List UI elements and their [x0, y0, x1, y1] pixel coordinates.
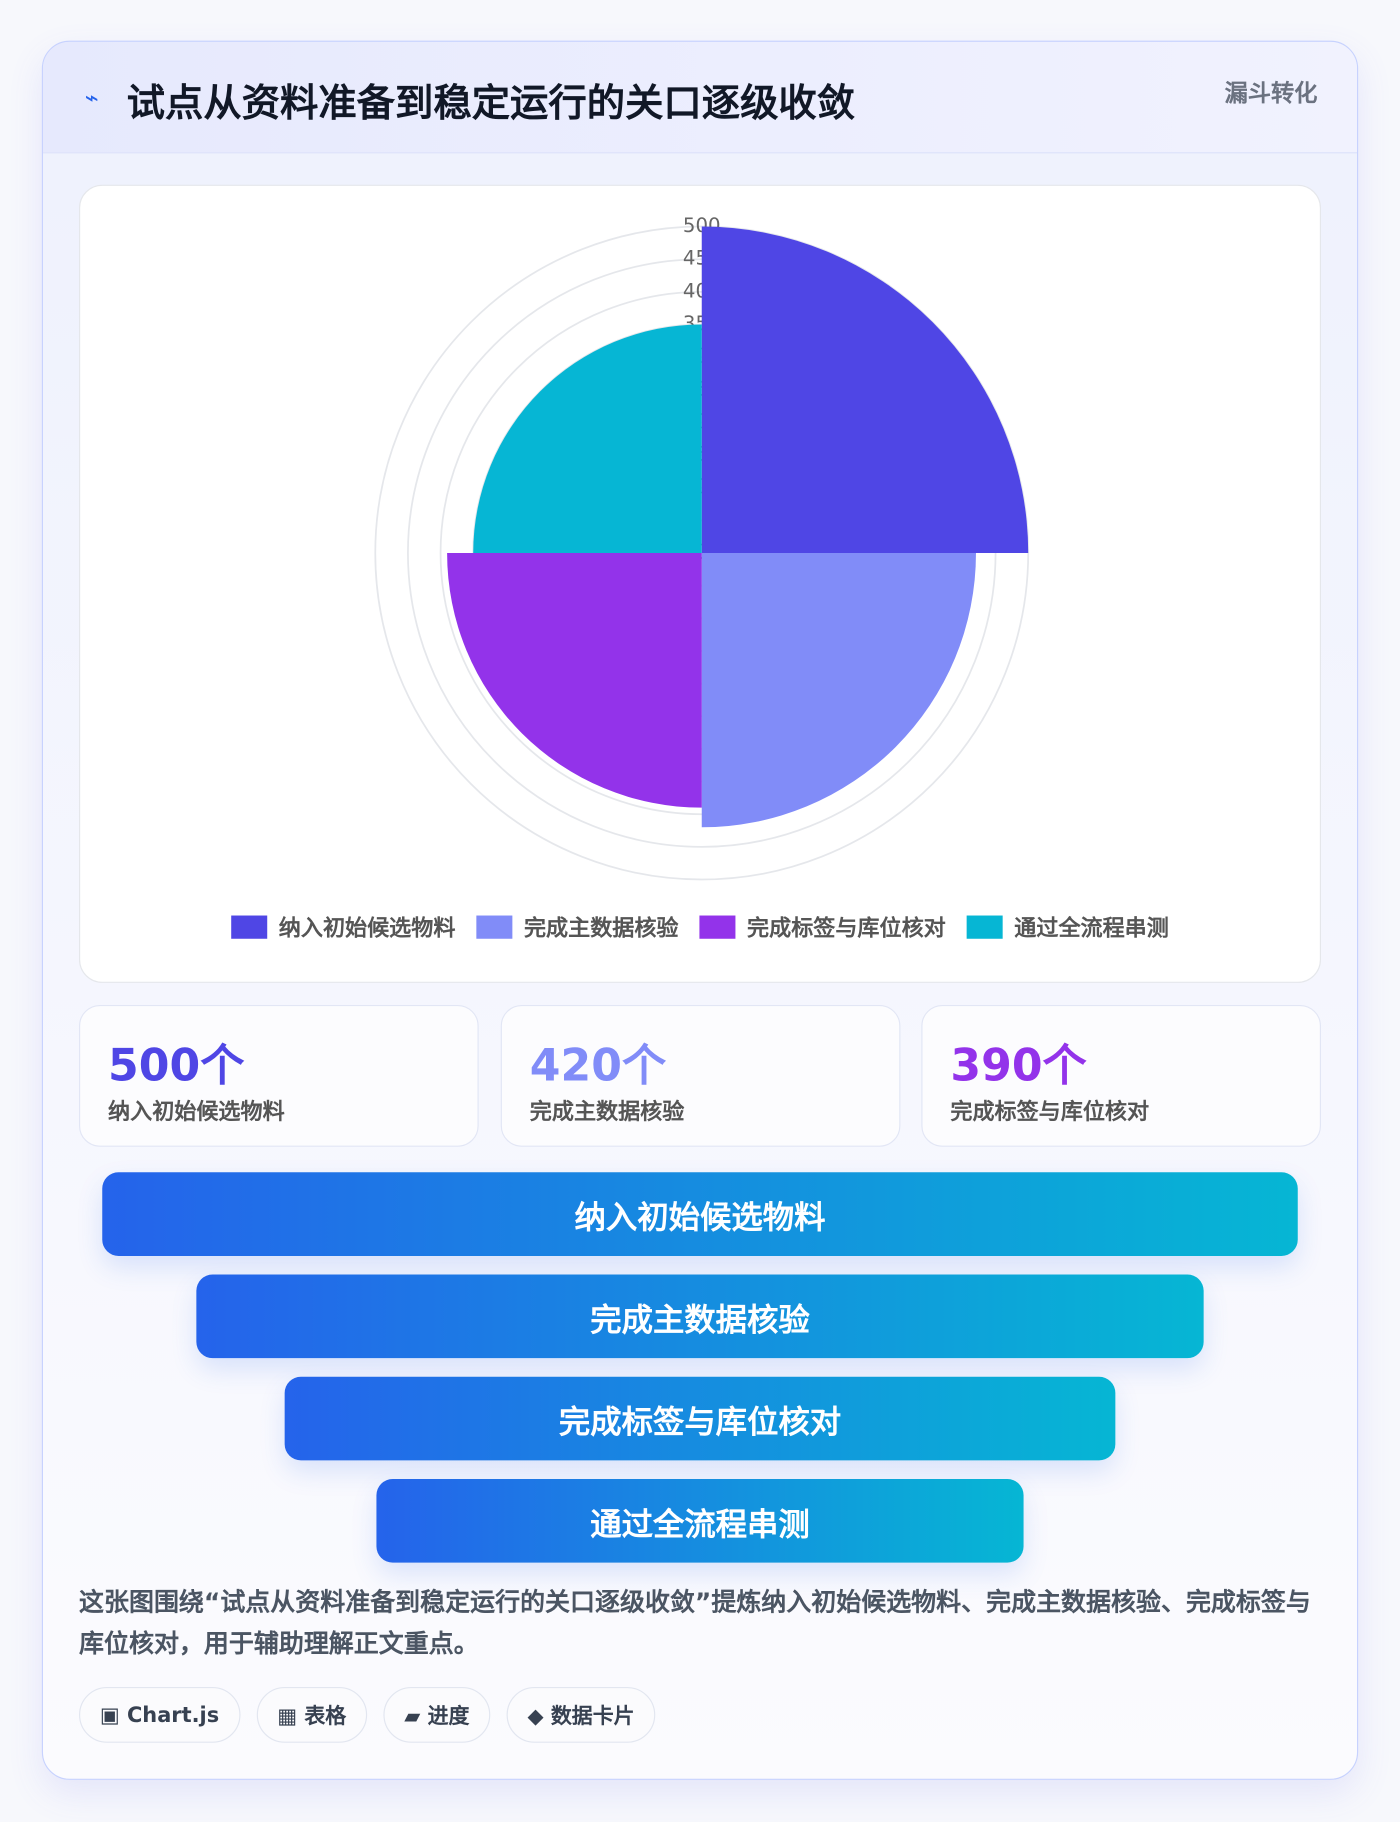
legend-label: 通过全流程串测 — [1014, 915, 1169, 942]
chart-panel: 050100150200250300350400450500 纳入初始候选物料 完… — [79, 184, 1322, 983]
polar-slice — [701, 226, 1029, 554]
legend-swatch — [699, 914, 736, 939]
stat-value: 500个 — [108, 1039, 245, 1091]
legend-label: 完成主数据核验 — [523, 915, 679, 942]
card-header: ⌁ 试点从资料准备到稳定运行的关口逐级收敛 漏斗转化 — [42, 41, 1358, 154]
stat-card: 390个完成标签与库位核对 — [921, 1004, 1322, 1147]
stat-label: 完成主数据核验 — [529, 1099, 685, 1125]
tag: ▰ 进度 — [383, 1686, 491, 1743]
legend-label: 完成标签与库位核对 — [747, 915, 946, 942]
stat-label: 完成标签与库位核对 — [950, 1099, 1150, 1125]
legend-swatch — [231, 914, 268, 939]
tag: ▣ Chart.js — [79, 1686, 241, 1743]
card-title: 试点从资料准备到稳定运行的关口逐级收敛 — [126, 80, 856, 126]
legend-item: 完成主数据核验 — [476, 911, 679, 942]
chart: 050100150200250300350400450500 — [374, 214, 1030, 881]
funnel-stage: 纳入初始候选物料 — [102, 1172, 1298, 1256]
funnel-stage: 完成标签与库位核对 — [284, 1376, 1116, 1461]
legend-item: 纳入初始候选物料 — [231, 911, 455, 942]
legend-item: 通过全流程串测 — [966, 911, 1169, 942]
legend-label: 纳入初始候选物料 — [278, 915, 456, 942]
legend-swatch — [966, 914, 1003, 939]
polar-slice — [447, 553, 702, 808]
legend-swatch — [476, 914, 513, 939]
description: 这张图围绕“试点从资料准备到稳定运行的关口逐级收敛”提炼纳入初始候选物料、完成主… — [79, 1588, 1311, 1660]
stat-value: 390个 — [950, 1039, 1087, 1091]
stat-card: 500个纳入初始候选物料 — [79, 1004, 479, 1147]
legend: 纳入初始候选物料 完成主数据核验 完成标签与库位核对 通过全流程串测 — [80, 911, 1320, 942]
stat-value: 420个 — [529, 1039, 667, 1091]
funnel-stage: 完成主数据核验 — [196, 1274, 1204, 1359]
tag: ▦ 表格 — [256, 1686, 368, 1743]
stat-card: 420个完成主数据核验 — [500, 1004, 901, 1147]
polar-slice — [701, 553, 976, 828]
stat-label: 纳入初始候选物料 — [108, 1099, 285, 1125]
header-icon: ⌁ — [84, 83, 99, 112]
polar-slice — [473, 324, 702, 554]
badge: 漏斗转化 — [1224, 79, 1318, 107]
tags: ▣ Chart.js ▦ 表格 ▰ 进度 ◆ 数据卡片 — [79, 1686, 656, 1743]
legend-item: 完成标签与库位核对 — [699, 911, 946, 942]
funnel-stage: 通过全流程串测 — [376, 1479, 1024, 1563]
tag: ◆ 数据卡片 — [506, 1686, 656, 1743]
